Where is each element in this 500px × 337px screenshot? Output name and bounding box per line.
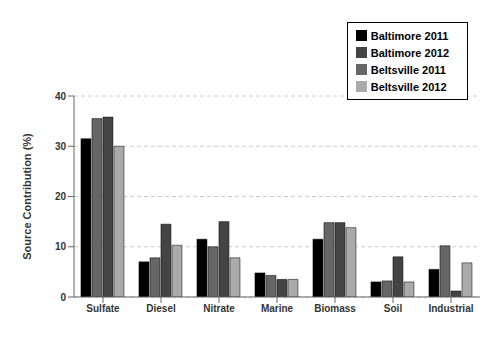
svg-text:Source Contribution (%): Source Contribution (%): [21, 133, 33, 260]
svg-text:Nitrate: Nitrate: [203, 303, 235, 314]
svg-text:Soil: Soil: [384, 303, 403, 314]
html-text:Baltimore 2012: Baltimore 2012: [370, 47, 449, 59]
svg-text:30: 30: [55, 141, 67, 152]
svg-text:Industrial: Industrial: [428, 303, 473, 314]
svg-text:40: 40: [55, 91, 67, 102]
svg-text:Biomass: Biomass: [314, 303, 356, 314]
html-text:Beltsville 2011: Beltsville 2011: [370, 64, 446, 76]
svg-text:10: 10: [55, 241, 67, 252]
html-text:Beltsville 2012: Beltsville 2012: [370, 81, 447, 93]
svg-text:Diesel: Diesel: [146, 303, 176, 314]
svg-text:Marine: Marine: [261, 303, 294, 314]
svg-text:0: 0: [60, 292, 66, 303]
html-text:Baltimore 2011: Baltimore 2011: [370, 30, 449, 42]
svg-text:Sulfate: Sulfate: [86, 303, 120, 314]
svg-text:20: 20: [55, 191, 67, 202]
